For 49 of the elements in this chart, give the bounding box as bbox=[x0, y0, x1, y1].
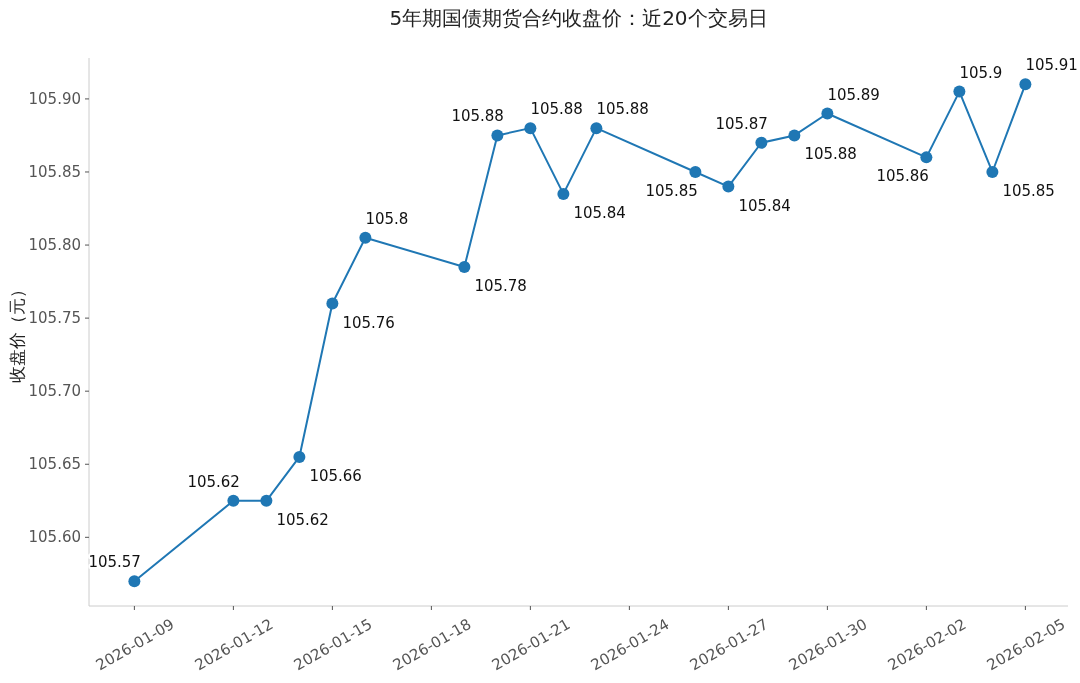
point bbox=[491, 129, 504, 142]
y-tick-label: 105.85 bbox=[28, 162, 81, 181]
y-tick-label: 105.75 bbox=[28, 309, 81, 328]
y-tick-label: 105.65 bbox=[28, 455, 81, 474]
data-label: 105.84 bbox=[573, 203, 626, 222]
data-label: 105.76 bbox=[342, 313, 395, 332]
point bbox=[458, 260, 471, 273]
point bbox=[1019, 78, 1032, 91]
y-tick-label: 105.80 bbox=[28, 236, 81, 255]
data-label: 105.88 bbox=[596, 100, 649, 119]
point bbox=[755, 136, 768, 149]
point bbox=[524, 122, 537, 135]
data-label: 105.85 bbox=[1002, 181, 1055, 200]
point bbox=[986, 165, 999, 178]
data-label: 105.85 bbox=[645, 181, 698, 200]
data-label: 105.89 bbox=[827, 85, 880, 104]
data-label: 105.84 bbox=[738, 196, 791, 215]
point bbox=[590, 122, 603, 135]
chart-title: 5年期国债期货合约收盘价：近20个交易日 bbox=[389, 6, 768, 30]
point bbox=[953, 85, 966, 98]
point bbox=[128, 575, 141, 588]
point bbox=[260, 494, 273, 507]
data-label: 105.88 bbox=[530, 100, 583, 119]
point bbox=[326, 297, 339, 310]
data-label: 105.57 bbox=[88, 553, 141, 572]
data-label: 105.88 bbox=[804, 145, 857, 164]
y-tick-label: 105.90 bbox=[28, 89, 81, 108]
point bbox=[821, 107, 834, 120]
data-label: 105.88 bbox=[451, 107, 504, 126]
data-label: 105.86 bbox=[876, 167, 929, 186]
point bbox=[359, 231, 372, 244]
data-label: 105.62 bbox=[276, 510, 329, 529]
data-label: 105.9 bbox=[959, 63, 1003, 82]
point bbox=[722, 180, 735, 193]
point bbox=[227, 494, 240, 507]
data-label: 105.8 bbox=[365, 209, 409, 228]
point bbox=[689, 165, 702, 178]
point bbox=[557, 187, 570, 200]
point bbox=[788, 129, 801, 142]
data-label: 105.78 bbox=[474, 276, 527, 295]
data-label: 105.66 bbox=[309, 466, 362, 485]
data-label: 105.87 bbox=[715, 114, 768, 133]
y-tick-label: 105.70 bbox=[28, 382, 81, 401]
point bbox=[293, 450, 306, 463]
point bbox=[920, 151, 933, 164]
y-tick-label: 105.60 bbox=[28, 528, 81, 547]
y-axis-title: 收盘价（元） bbox=[7, 281, 27, 383]
data-label: 105.91 bbox=[1025, 56, 1078, 75]
data-label: 105.62 bbox=[187, 472, 240, 491]
